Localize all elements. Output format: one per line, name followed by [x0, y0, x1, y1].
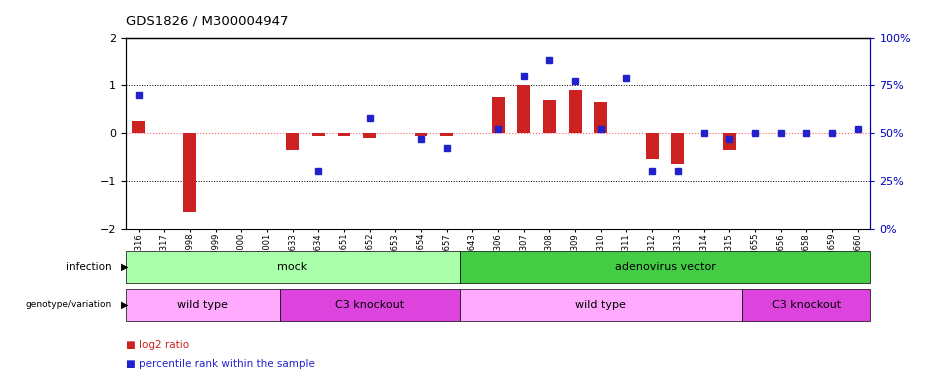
Text: ■ percentile rank within the sample: ■ percentile rank within the sample: [126, 359, 315, 369]
Bar: [671, 133, 684, 164]
Bar: [363, 133, 376, 138]
Bar: [440, 133, 453, 135]
Text: GDS1826 / M300004947: GDS1826 / M300004947: [126, 15, 289, 28]
Bar: [722, 133, 735, 150]
Bar: [286, 133, 299, 150]
Bar: [646, 133, 658, 159]
Bar: [312, 133, 325, 135]
Bar: [569, 90, 582, 133]
Text: wild type: wild type: [575, 300, 627, 310]
Text: wild type: wild type: [177, 300, 228, 310]
Text: genotype/variation: genotype/variation: [25, 300, 112, 309]
Bar: [594, 102, 607, 133]
Text: ▶: ▶: [121, 262, 128, 272]
Bar: [414, 133, 427, 135]
Bar: [132, 121, 145, 133]
Text: infection: infection: [66, 262, 112, 272]
Text: adenovirus vector: adenovirus vector: [614, 262, 715, 272]
Bar: [543, 100, 556, 133]
Text: ■ log2 ratio: ■ log2 ratio: [126, 340, 189, 350]
Text: mock: mock: [277, 262, 308, 272]
Bar: [338, 133, 350, 135]
Text: ▶: ▶: [121, 300, 128, 310]
Bar: [183, 133, 196, 212]
Bar: [518, 86, 530, 133]
Text: C3 knockout: C3 knockout: [772, 300, 841, 310]
Text: C3 knockout: C3 knockout: [335, 300, 404, 310]
Bar: [492, 97, 505, 133]
